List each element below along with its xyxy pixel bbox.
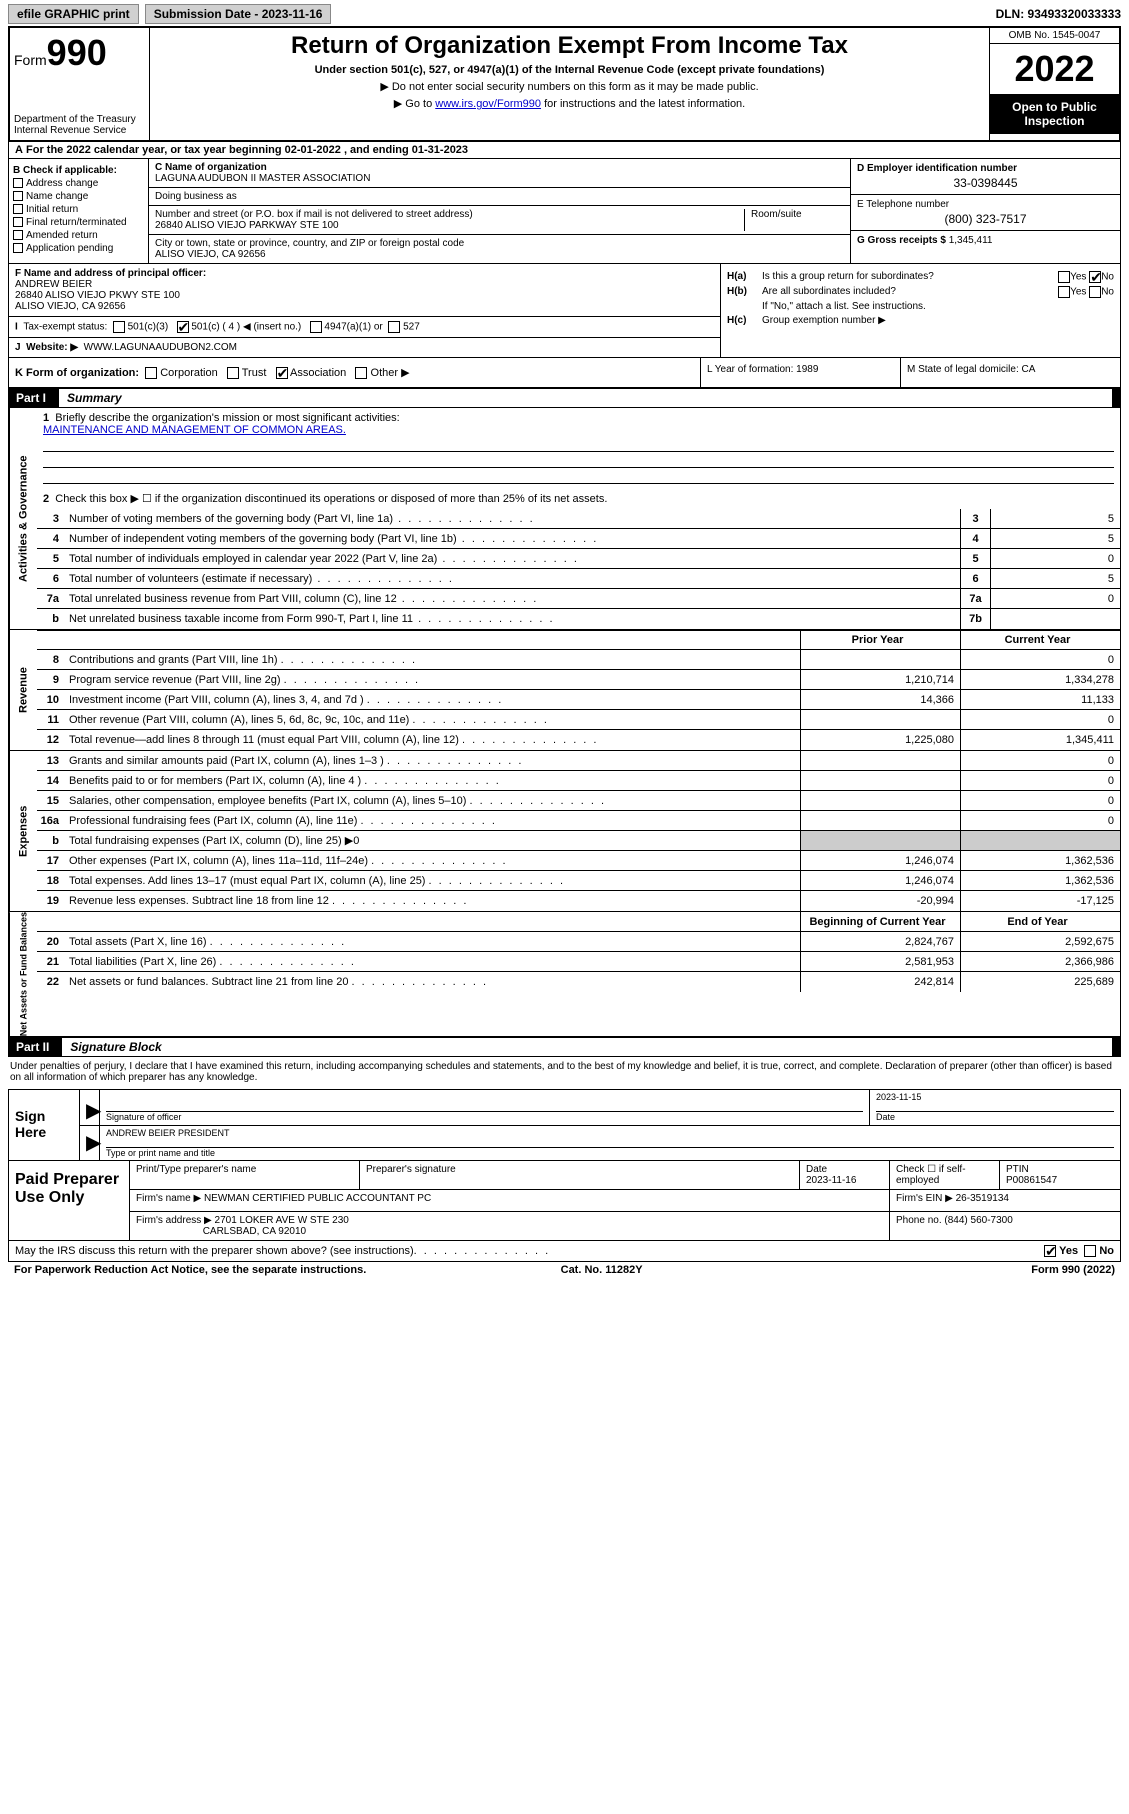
street-address: 26840 ALISO VIEJO PARKWAY STE 100 bbox=[155, 220, 744, 231]
summary-line: 13Grants and similar amounts paid (Part … bbox=[37, 751, 1120, 771]
chk-initial-return[interactable] bbox=[13, 204, 23, 214]
telephone: (800) 323-7517 bbox=[857, 212, 1114, 226]
block-fijh: F Name and address of principal officer:… bbox=[8, 264, 1121, 358]
ein: 33-0398445 bbox=[857, 176, 1114, 190]
summary-line: 11Other revenue (Part VIII, column (A), … bbox=[37, 710, 1120, 730]
chk-address-change[interactable] bbox=[13, 178, 23, 188]
col-h-group: H(a) Is this a group return for subordin… bbox=[720, 264, 1120, 357]
summary-line: 22Net assets or fund balances. Subtract … bbox=[37, 972, 1120, 992]
summary-line: 18Total expenses. Add lines 13–17 (must … bbox=[37, 871, 1120, 891]
chk-other[interactable] bbox=[355, 367, 367, 379]
mission-text: MAINTENANCE AND MANAGEMENT OF COMMON ARE… bbox=[43, 424, 346, 436]
row-a-tax-year: A For the 2022 calendar year, or tax yea… bbox=[8, 142, 1121, 159]
summary-line: 14Benefits paid to or for members (Part … bbox=[37, 771, 1120, 791]
firm-ein: 26-3519134 bbox=[956, 1193, 1009, 1204]
summary-line: 15Salaries, other compensation, employee… bbox=[37, 791, 1120, 811]
section-governance: Activities & Governance 1 Briefly descri… bbox=[8, 408, 1121, 630]
chk-ha-no[interactable] bbox=[1089, 271, 1101, 283]
summary-line: 9Program service revenue (Part VIII, lin… bbox=[37, 670, 1120, 690]
chk-discuss-yes[interactable] bbox=[1044, 1245, 1056, 1257]
summary-line: bNet unrelated business taxable income f… bbox=[37, 609, 1120, 629]
sign-date: 2023-11-15 bbox=[876, 1092, 1114, 1112]
summary-line: 4Number of independent voting members of… bbox=[37, 529, 1120, 549]
form-note-2: ▶ Go to www.irs.gov/Form990 for instruct… bbox=[158, 97, 981, 110]
chk-4947[interactable] bbox=[310, 321, 322, 333]
city-state-zip: ALISO VIEJO, CA 92656 bbox=[155, 249, 844, 260]
form-title: Return of Organization Exempt From Incom… bbox=[158, 32, 981, 60]
chk-trust[interactable] bbox=[227, 367, 239, 379]
penalty-statement: Under penalties of perjury, I declare th… bbox=[8, 1057, 1121, 1087]
officer-name: ANDREW BEIER bbox=[15, 279, 92, 290]
chk-corp[interactable] bbox=[145, 367, 157, 379]
open-public-badge: Open to Public Inspection bbox=[990, 94, 1119, 134]
block-bcdeg: B Check if applicable: Address change Na… bbox=[8, 159, 1121, 264]
summary-line: bTotal fundraising expenses (Part IX, co… bbox=[37, 831, 1120, 851]
summary-line: 12Total revenue—add lines 8 through 11 (… bbox=[37, 730, 1120, 750]
firm-name: NEWMAN CERTIFIED PUBLIC ACCOUNTANT PC bbox=[204, 1193, 431, 1204]
form-number: Form990 bbox=[14, 32, 145, 74]
summary-line: 19Revenue less expenses. Subtract line 1… bbox=[37, 891, 1120, 911]
summary-line: 7aTotal unrelated business revenue from … bbox=[37, 589, 1120, 609]
summary-line: 8Contributions and grants (Part VIII, li… bbox=[37, 650, 1120, 670]
form-subtitle: Under section 501(c), 527, or 4947(a)(1)… bbox=[158, 64, 981, 76]
top-bar: efile GRAPHIC print Submission Date - 20… bbox=[8, 4, 1121, 24]
tax-year: 2022 bbox=[990, 44, 1119, 94]
chk-amended-return[interactable] bbox=[13, 230, 23, 240]
year-formation: L Year of formation: 1989 bbox=[700, 358, 900, 387]
summary-line: 21Total liabilities (Part X, line 26) 2,… bbox=[37, 952, 1120, 972]
page-footer: For Paperwork Reduction Act Notice, see … bbox=[8, 1262, 1121, 1278]
website: WWW.LAGUNAAUDUBON2.COM bbox=[84, 342, 237, 353]
summary-line: 3Number of voting members of the governi… bbox=[37, 509, 1120, 529]
chk-final-return[interactable] bbox=[13, 217, 23, 227]
chk-527[interactable] bbox=[388, 321, 400, 333]
sign-here-block: Sign Here ▶ Signature of officer 2023-11… bbox=[8, 1089, 1121, 1161]
chk-hb-yes[interactable] bbox=[1058, 286, 1070, 298]
col-b-checkboxes: B Check if applicable: Address change Na… bbox=[9, 159, 149, 263]
summary-line: 6Total number of volunteers (estimate if… bbox=[37, 569, 1120, 589]
summary-line: 20Total assets (Part X, line 16) 2,824,7… bbox=[37, 932, 1120, 952]
omb-number: OMB No. 1545-0047 bbox=[990, 28, 1119, 44]
chk-hb-no[interactable] bbox=[1089, 286, 1101, 298]
col-deg: D Employer identification number 33-0398… bbox=[850, 159, 1120, 263]
dln-label: DLN: 93493320033333 bbox=[996, 7, 1121, 21]
irs-discuss-row: May the IRS discuss this return with the… bbox=[8, 1241, 1121, 1262]
form-header: Form990 Department of the Treasury Inter… bbox=[8, 26, 1121, 142]
block-klm: K Form of organization: Corporation Trus… bbox=[8, 358, 1121, 388]
officer-name-title: ANDREW BEIER PRESIDENT bbox=[106, 1128, 1114, 1148]
chk-assoc[interactable] bbox=[276, 367, 288, 379]
summary-line: 10Investment income (Part VIII, column (… bbox=[37, 690, 1120, 710]
irs-link[interactable]: www.irs.gov/Form990 bbox=[435, 98, 541, 110]
section-net-assets: Net Assets or Fund Balances Beginning of… bbox=[8, 912, 1121, 1037]
col-c-org-info: C Name of organization LAGUNA AUDUBON II… bbox=[149, 159, 850, 263]
submission-date-button[interactable]: Submission Date - 2023-11-16 bbox=[145, 4, 332, 24]
chk-501c[interactable] bbox=[177, 321, 189, 333]
org-name: LAGUNA AUDUBON II MASTER ASSOCIATION bbox=[155, 173, 844, 184]
state-domicile: M State of legal domicile: CA bbox=[900, 358, 1120, 387]
section-revenue: Revenue Prior Year Current Year 8Contrib… bbox=[8, 630, 1121, 751]
firm-phone: (844) 560-7300 bbox=[944, 1215, 1012, 1226]
department-label: Department of the Treasury Internal Reve… bbox=[14, 114, 145, 136]
summary-line: 16aProfessional fundraising fees (Part I… bbox=[37, 811, 1120, 831]
chk-application-pending[interactable] bbox=[13, 243, 23, 253]
paid-preparer-block: Paid Preparer Use Only Print/Type prepar… bbox=[8, 1161, 1121, 1241]
summary-line: 17Other expenses (Part IX, column (A), l… bbox=[37, 851, 1120, 871]
part-2-header: Part II Signature Block bbox=[8, 1037, 1121, 1057]
chk-501c3[interactable] bbox=[113, 321, 125, 333]
chk-discuss-no[interactable] bbox=[1084, 1245, 1096, 1257]
chk-name-change[interactable] bbox=[13, 191, 23, 201]
gross-receipts: 1,345,411 bbox=[949, 235, 993, 246]
ptin: P00861547 bbox=[1006, 1175, 1057, 1186]
chk-ha-yes[interactable] bbox=[1058, 271, 1070, 283]
section-expenses: Expenses 13Grants and similar amounts pa… bbox=[8, 751, 1121, 912]
preparer-date: 2023-11-16 bbox=[806, 1175, 856, 1186]
form-note-1: ▶ Do not enter social security numbers o… bbox=[158, 80, 981, 93]
summary-line: 5Total number of individuals employed in… bbox=[37, 549, 1120, 569]
efile-button[interactable]: efile GRAPHIC print bbox=[8, 4, 139, 24]
part-1-header: Part I Summary bbox=[8, 388, 1121, 408]
